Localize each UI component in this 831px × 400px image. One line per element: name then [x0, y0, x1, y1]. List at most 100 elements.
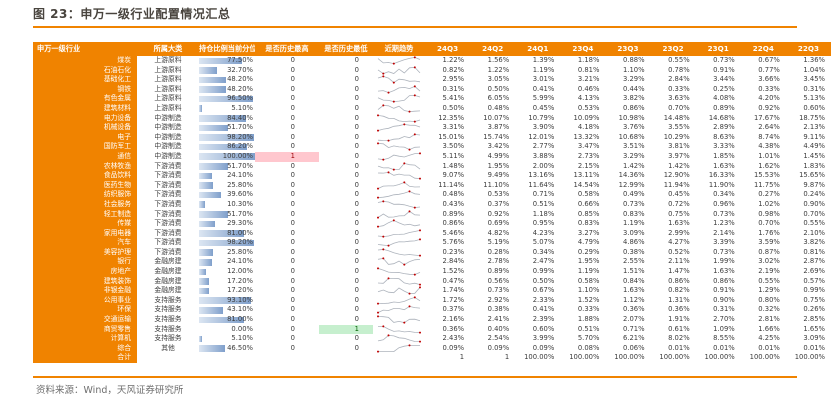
- quarter-value-cell: 0.31%: [803, 84, 825, 93]
- quarter-value-cell: 1.95%: [577, 257, 600, 266]
- category-cell: 下游消费: [154, 228, 182, 237]
- trend-cell: [373, 315, 425, 325]
- quarter-value-cell: 3.29%: [622, 75, 645, 84]
- quarter-value-cell: 1.63%: [713, 267, 735, 276]
- table-row: 综合 其他 46.50% 0 0 0.09% 0.09% 0.09% 0.08% 0.06% 0.0…: [33, 343, 831, 354]
- quarter-value-cell: 8.63%: [713, 132, 735, 141]
- trend-cell: [373, 200, 425, 210]
- quarter-value-cell: 0.90%: [803, 199, 825, 208]
- percentile-bar: [199, 191, 222, 199]
- header-category: 所属大类: [153, 44, 183, 53]
- quarter-value-cell: 2.39%: [532, 315, 555, 324]
- industry-cell: 传媒: [33, 219, 137, 229]
- quarter-value-cell: 0.36%: [442, 324, 465, 333]
- industry-cell: 综合: [33, 343, 137, 354]
- category-cell: 金融房建: [154, 257, 182, 266]
- category-cell: 中游制造: [154, 113, 182, 122]
- category-cell: 上游原料: [154, 75, 182, 84]
- is-low-cell: 0: [354, 228, 359, 237]
- is-low-cell: 0: [354, 123, 359, 132]
- quarter-value-cell: 100.00%: [569, 353, 600, 362]
- category-cell: 支持服务: [154, 315, 182, 324]
- quarter-value-cell: 2.92%: [487, 295, 510, 304]
- quarter-value-cell: 2.73%: [577, 151, 600, 160]
- quarter-value-cell: 3.05%: [487, 75, 510, 84]
- trend-cell: [373, 104, 425, 114]
- percentile-value: 5.10%: [231, 103, 253, 112]
- percentile-value: 5.10%: [231, 334, 253, 343]
- quarter-value-cell: 0.37%: [487, 199, 510, 208]
- quarter-value-cell: 4.49%: [803, 142, 825, 151]
- category-cell: 中游制造: [154, 142, 182, 151]
- category-cell: 支持服务: [154, 305, 182, 314]
- trend-cell: [373, 181, 425, 191]
- category-cell: 上游原料: [154, 103, 182, 112]
- trend-cell: [373, 238, 425, 248]
- percentile-cell: 10.30%: [199, 200, 255, 210]
- percentile-cell: 48.20%: [199, 85, 255, 95]
- header-quarter-23q2: 23Q2: [662, 44, 684, 53]
- percentile-bar: [199, 297, 252, 304]
- percentile-value: 25.80%: [227, 180, 253, 189]
- is-low-cell: 0: [354, 142, 359, 151]
- table-row: 电子 中游制造 98.20% 0 0 15.01% 15.74% 12.01% 13.32% 10…: [33, 132, 831, 143]
- industry-cell: 电子: [33, 132, 137, 143]
- quarter-value-cell: 0.89%: [442, 209, 465, 218]
- header-quarter-22q4: 22Q4: [752, 44, 774, 53]
- quarter-value-cell: 0.43%: [442, 199, 465, 208]
- quarter-value-cell: 0.82%: [668, 286, 690, 295]
- table-row: 房地产 金融房建 12.00% 0 0 1.52% 0.89% 0.99% 1.19% 1.51%…: [33, 267, 831, 277]
- trend-sparkline: [377, 305, 421, 315]
- quarter-value-cell: 0.89%: [713, 103, 735, 112]
- quarter-value-cell: 0.73%: [713, 209, 735, 218]
- quarter-value-cell: 1.56%: [487, 56, 510, 64]
- quarter-value-cell: 0.78%: [668, 65, 690, 74]
- quarter-value-cell: 1.04%: [803, 65, 825, 74]
- quarter-value-cell: 3.44%: [713, 75, 735, 84]
- quarter-value-cell: 0.36%: [668, 305, 690, 314]
- percentile-bar: [199, 163, 228, 170]
- quarter-value-cell: 12.35%: [438, 113, 465, 122]
- quarter-value-cell: 1.42%: [668, 161, 690, 170]
- trend-cell: [373, 353, 425, 363]
- percentile-bar: [199, 287, 209, 295]
- quarter-value-cell: 1.02%: [758, 199, 780, 208]
- quarter-value-cell: 1.76%: [758, 228, 780, 237]
- is-high-cell: 0: [290, 56, 295, 64]
- quarter-value-cell: 2.55%: [622, 257, 645, 266]
- quarter-value-cell: 2.89%: [713, 123, 735, 132]
- quarter-value-cell: 0.70%: [803, 209, 825, 218]
- quarter-value-cell: 8.02%: [668, 334, 690, 343]
- quarter-value-cell: 0.69%: [487, 219, 510, 228]
- quarter-value-cell: 0.67%: [532, 286, 555, 295]
- percentile-bar: [199, 239, 254, 247]
- quarter-value-cell: 3.87%: [487, 123, 510, 132]
- header-is-low: 是否历史最低: [324, 44, 368, 53]
- percentile-cell: 81.00%: [199, 315, 255, 325]
- quarter-value-cell: 1.85%: [713, 151, 735, 160]
- quarter-value-cell: 2.77%: [532, 142, 555, 151]
- is-high-cell: 0: [290, 238, 295, 247]
- header-percentile: 持仓比例当前分位: [199, 44, 255, 53]
- table-row: 食品饮料 下游消费 24.10% 0 0 9.07% 9.49% 13.16% 13.11% 14…: [33, 171, 831, 181]
- category-cell: 中游制造: [154, 132, 182, 141]
- percentile-cell: 29.30%: [199, 219, 255, 229]
- quarter-value-cell: 0.83%: [577, 219, 600, 228]
- percentile-bar: [199, 86, 226, 93]
- quarter-value-cell: 0.46%: [577, 84, 600, 93]
- percentile-bar: [199, 124, 228, 132]
- trend-sparkline: [377, 113, 421, 123]
- quarter-value-cell: 9.11%: [803, 132, 825, 141]
- quarter-value-cell: 1.63%: [622, 286, 645, 295]
- quarter-value-cell: 4.08%: [713, 94, 735, 103]
- percentile-value: 24.10%: [227, 257, 253, 266]
- quarter-value-cell: 0.50%: [532, 276, 555, 285]
- quarter-value-cell: 1.65%: [803, 324, 825, 333]
- is-high-cell: 0: [290, 161, 295, 170]
- quarter-value-cell: 3.21%: [577, 75, 600, 84]
- quarter-value-cell: 3.27%: [577, 228, 600, 237]
- quarter-value-cell: 0.48%: [487, 103, 510, 112]
- category-cell: 下游消费: [154, 199, 182, 208]
- quarter-value-cell: 2.70%: [713, 315, 735, 324]
